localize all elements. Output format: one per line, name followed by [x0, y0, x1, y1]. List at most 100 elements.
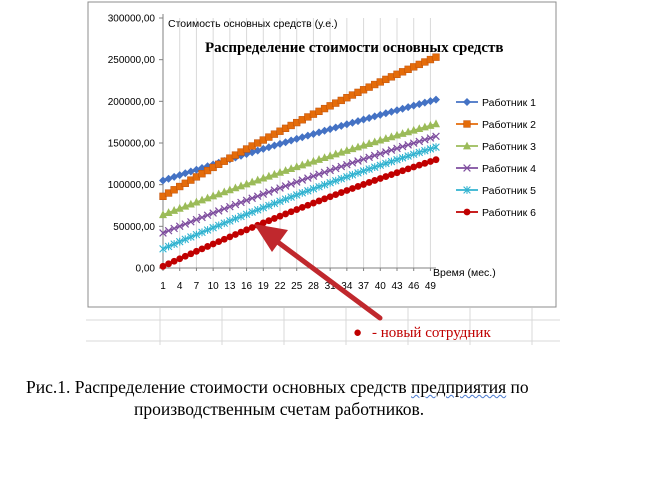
- data-point: [226, 202, 234, 211]
- data-point: [359, 167, 368, 175]
- legend-label: Работник 6: [482, 207, 536, 219]
- data-point: [181, 235, 190, 244]
- series-5: [159, 143, 440, 253]
- data-point: [187, 217, 195, 226]
- data-point: [387, 107, 396, 116]
- caption-line-1-end: по: [506, 377, 529, 397]
- y-tick-label: 200000,00: [108, 97, 156, 108]
- data-point: [292, 191, 301, 199]
- data-point: [332, 191, 340, 199]
- data-point: [176, 255, 184, 263]
- data-point: [215, 238, 223, 246]
- legend-marker: [463, 141, 471, 150]
- data-point: [287, 193, 295, 201]
- chart-area: [87, 1, 557, 308]
- data-point: [348, 170, 357, 179]
- data-point: [398, 104, 407, 113]
- legend-label: Работник 1: [482, 97, 536, 109]
- data-point: [220, 219, 229, 228]
- data-point: [248, 208, 256, 216]
- annotation-marker: ●: [353, 325, 362, 341]
- data-point: [359, 115, 368, 124]
- data-point: [242, 210, 251, 219]
- y-tick-label: 100000,00: [108, 180, 156, 191]
- caption-line-1-start: Рис.1. Распределение стоимости основных …: [26, 377, 412, 397]
- y-tick-label: 50000,00: [113, 222, 155, 233]
- data-point: [159, 229, 167, 237]
- data-point: [382, 159, 390, 168]
- data-point: [393, 106, 401, 115]
- data-point: [259, 190, 268, 198]
- data-point: [365, 153, 373, 162]
- data-point: [432, 156, 440, 164]
- data-point: [214, 207, 223, 215]
- data-point: [226, 217, 234, 225]
- data-point: [192, 230, 201, 239]
- data-point: [204, 243, 211, 250]
- data-point: [404, 103, 413, 112]
- legend-marker: [463, 98, 471, 106]
- data-point: [198, 195, 206, 204]
- data-point: [409, 150, 418, 159]
- data-point: [186, 199, 195, 208]
- data-point: [415, 100, 424, 109]
- data-point: [203, 193, 212, 202]
- data-point: [159, 262, 167, 270]
- series-6: [159, 156, 440, 270]
- x-tick-label: 46: [408, 281, 420, 292]
- x-tick-label: 31: [325, 281, 337, 292]
- data-point: [237, 228, 245, 236]
- annotation-note: ● - новый сотрудник: [353, 325, 491, 341]
- x-tick-label: 16: [241, 281, 253, 292]
- data-point: [399, 167, 406, 175]
- legend-marker: [463, 208, 471, 216]
- data-point: [370, 112, 379, 121]
- data-point: [276, 197, 284, 206]
- chart-title: Распределение стоимости основных средств: [205, 40, 504, 56]
- data-point: [242, 179, 251, 188]
- data-point: [331, 176, 340, 185]
- data-point: [270, 186, 279, 194]
- data-point: [237, 198, 245, 207]
- data-point: [203, 211, 212, 220]
- series-1: [159, 95, 440, 185]
- data-point: [326, 193, 334, 201]
- data-point: [415, 161, 423, 169]
- caption-spellcheck-word: предприятия: [411, 377, 507, 397]
- legend-label: Работник 2: [482, 119, 536, 131]
- x-tick-label: 28: [308, 281, 320, 292]
- data-point: [209, 209, 217, 217]
- data-point: [359, 155, 368, 163]
- data-point: [393, 144, 401, 153]
- data-point: [398, 142, 407, 151]
- data-point: [310, 199, 317, 207]
- x-tick-label: 25: [291, 281, 303, 292]
- data-point: [382, 148, 390, 156]
- x-tick-label: 4: [177, 281, 183, 292]
- data-point: [248, 224, 256, 231]
- data-point: [198, 228, 206, 237]
- data-point: [181, 252, 189, 260]
- data-point: [326, 125, 335, 134]
- x-tick-label: 34: [341, 281, 353, 292]
- data-point: [231, 214, 240, 223]
- data-point: [220, 187, 229, 196]
- data-point: [170, 240, 178, 248]
- data-point: [343, 160, 351, 169]
- data-point: [432, 95, 440, 104]
- data-point: [426, 145, 435, 153]
- data-point: [265, 217, 273, 225]
- data-point: [337, 189, 345, 196]
- data-point: [304, 186, 312, 195]
- data-point: [293, 206, 301, 213]
- data-point: [226, 233, 234, 241]
- data-point: [220, 235, 228, 243]
- data-point: [421, 135, 429, 144]
- data-point: [393, 169, 401, 177]
- data-point: [309, 172, 318, 180]
- data-point: [370, 151, 379, 160]
- data-point: [315, 170, 323, 179]
- data-point: [170, 206, 179, 214]
- data-point: [192, 197, 201, 206]
- series-group: [159, 53, 440, 270]
